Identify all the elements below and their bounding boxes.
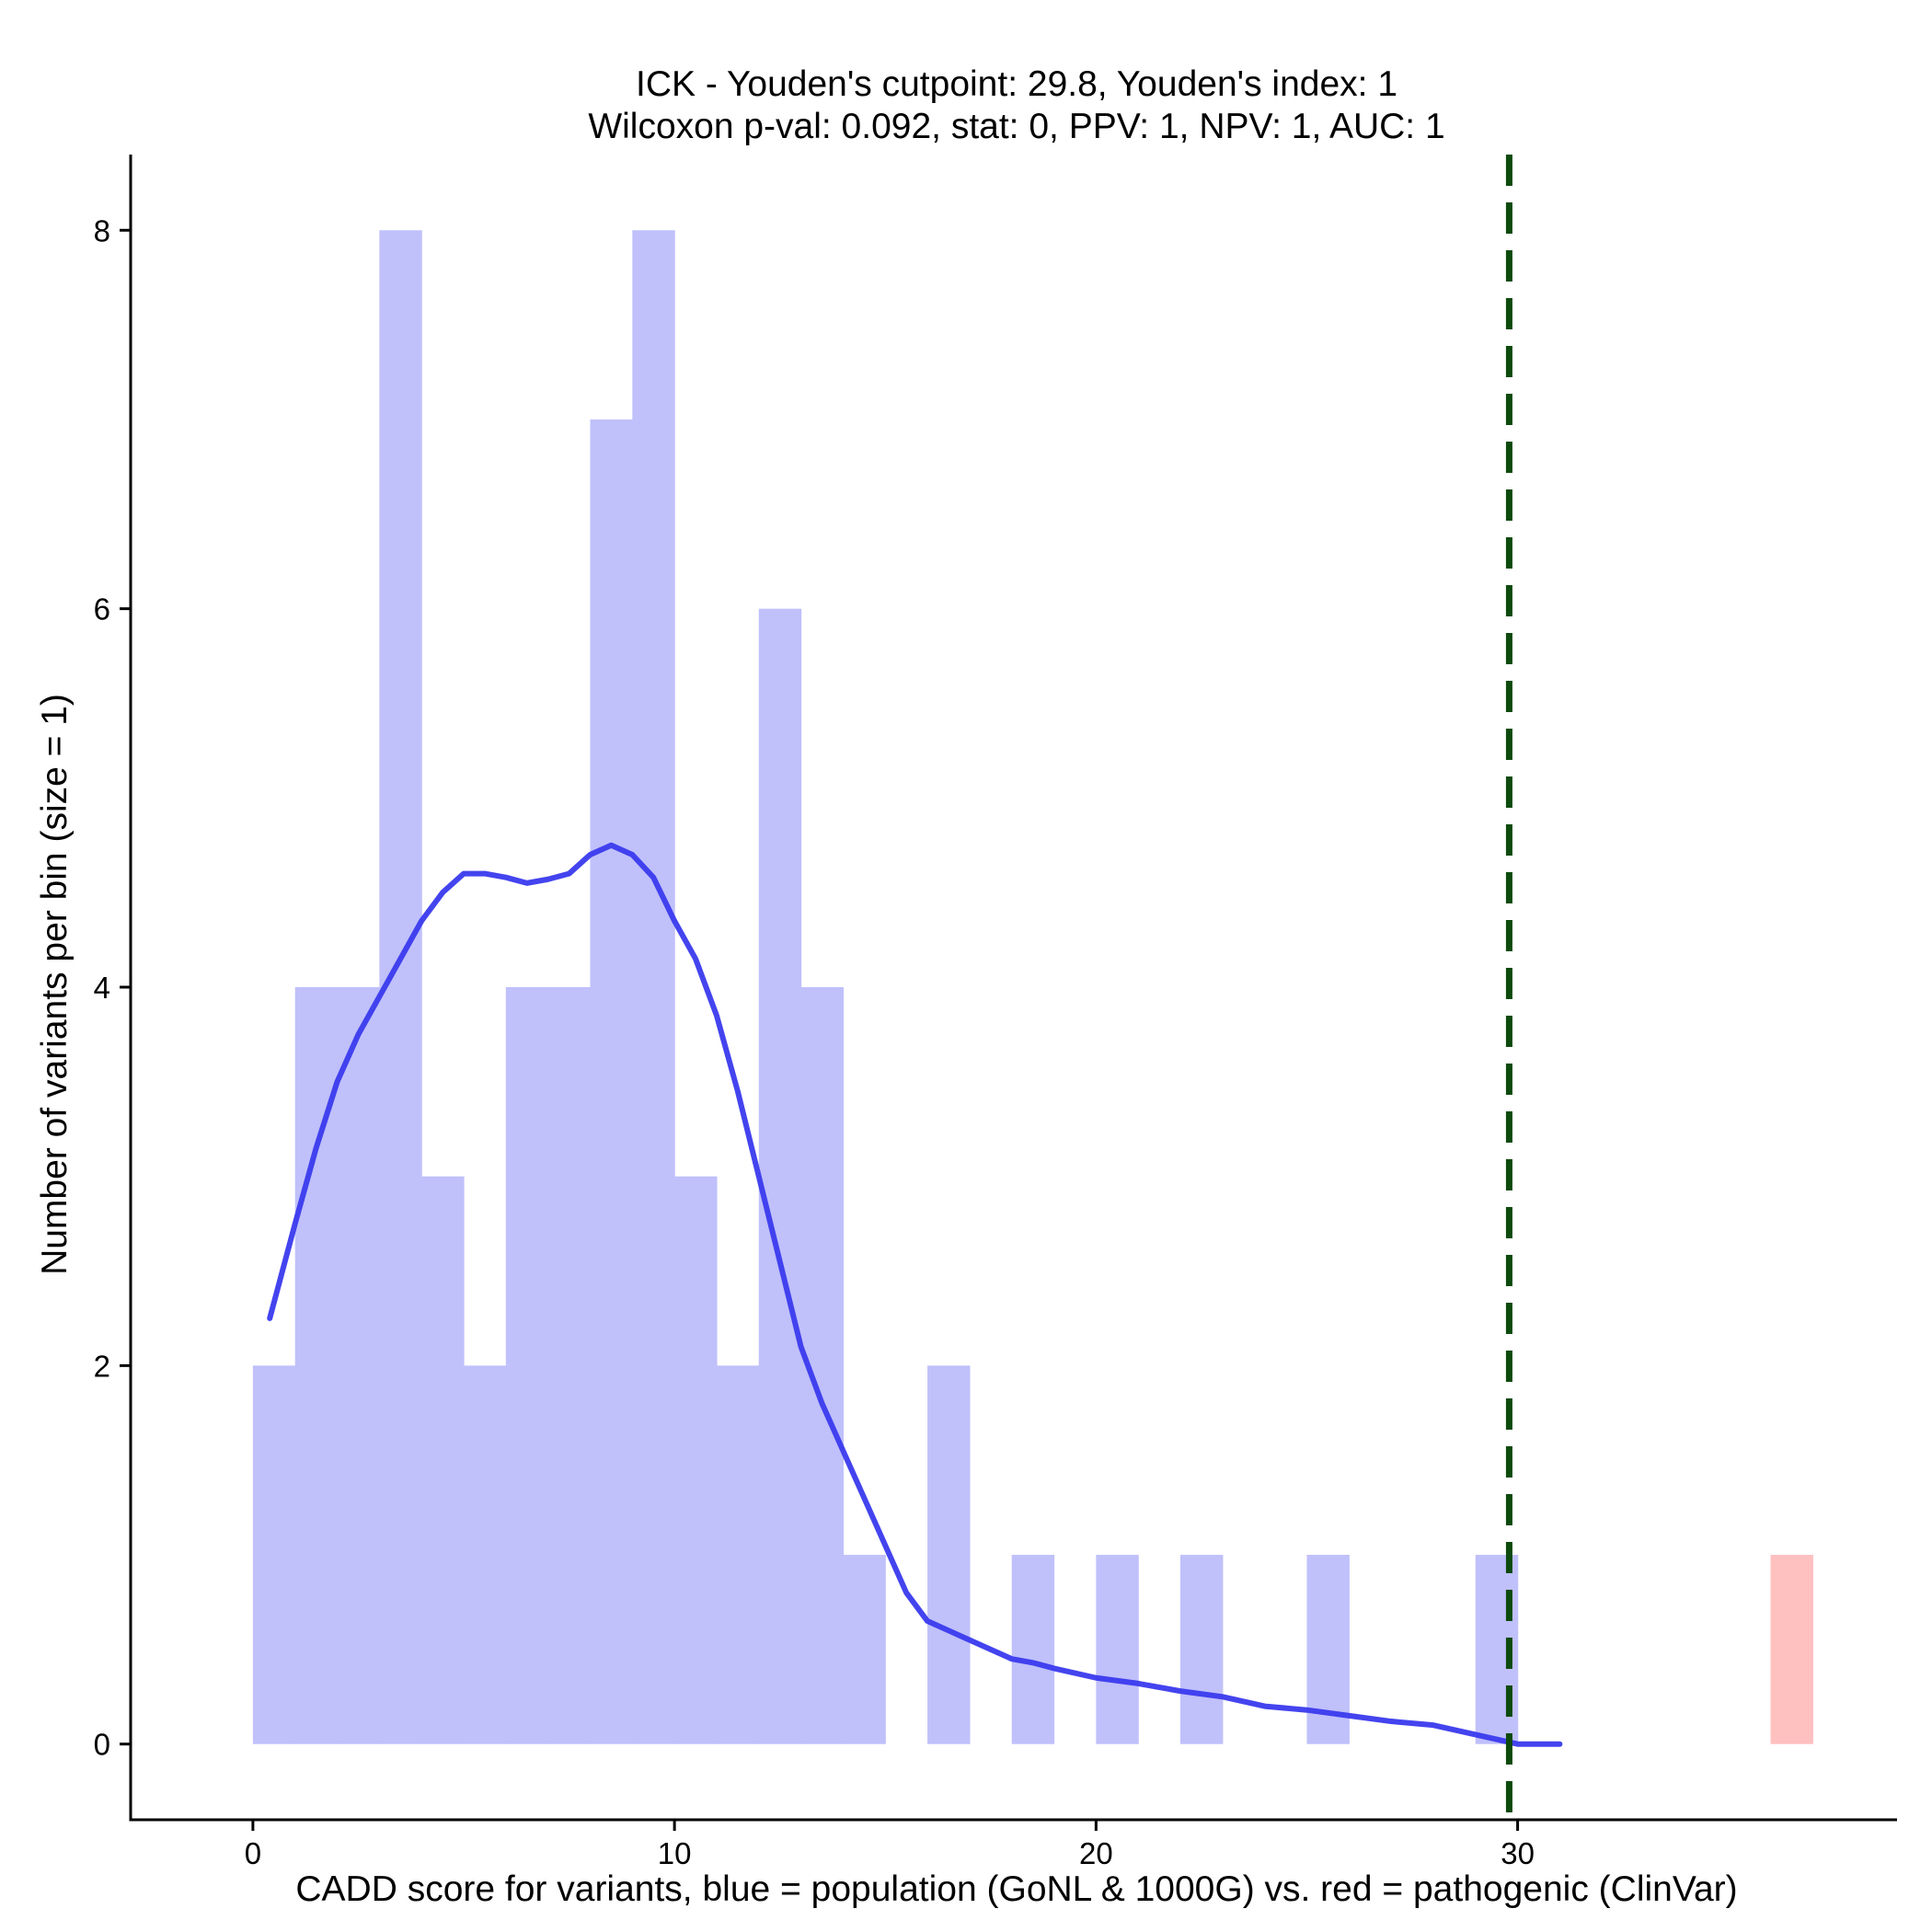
population-bar: [547, 987, 592, 1744]
y-tick-label: 4: [94, 971, 110, 1005]
population-bar: [674, 1176, 718, 1744]
population-bar: [1096, 1555, 1139, 1744]
population-bar: [716, 1365, 760, 1744]
y-tick-label: 2: [94, 1349, 110, 1383]
population-bar: [1011, 1555, 1055, 1744]
population-bar: [590, 419, 633, 1744]
density-curve-layer: [267, 842, 1563, 1747]
pathogenic-bar: [1770, 1555, 1813, 1744]
population-bar: [294, 987, 339, 1744]
histogram-bars: [252, 230, 1813, 1744]
population-bar: [464, 1365, 507, 1744]
x-tick-label: 20: [1079, 1836, 1113, 1870]
y-tick-label: 8: [94, 213, 110, 247]
x-tick-label: 10: [658, 1836, 692, 1870]
population-bar: [505, 987, 549, 1744]
population-bar: [421, 1176, 465, 1744]
population-bar: [1180, 1555, 1224, 1744]
chart-title-line-2: Wilcoxon p-val: 0.092, stat: 0, PPV: 1, …: [588, 107, 1444, 146]
population-bar: [758, 608, 802, 1744]
population-bar: [927, 1365, 971, 1744]
tick-labels: 0 2 4 6 8 0 10 20 30: [94, 213, 1535, 1870]
y-tick-label: 6: [94, 592, 110, 627]
population-bar: [843, 1555, 886, 1744]
y-axis-label: Number of variants per bin (size = 1): [35, 694, 75, 1275]
y-tick-label: 0: [94, 1728, 110, 1762]
population-bar: [337, 987, 380, 1744]
x-tick-label: 0: [245, 1836, 261, 1870]
population-bar: [632, 230, 675, 1744]
chart-title-line-1: ICK - Youden's cutpoint: 29.8, Youden's …: [636, 64, 1397, 104]
population-bar: [252, 1365, 296, 1744]
x-axis-label: CADD score for variants, blue = populati…: [295, 1869, 1737, 1909]
density-curve: [267, 842, 1563, 1747]
x-tick-label: 30: [1501, 1836, 1535, 1870]
